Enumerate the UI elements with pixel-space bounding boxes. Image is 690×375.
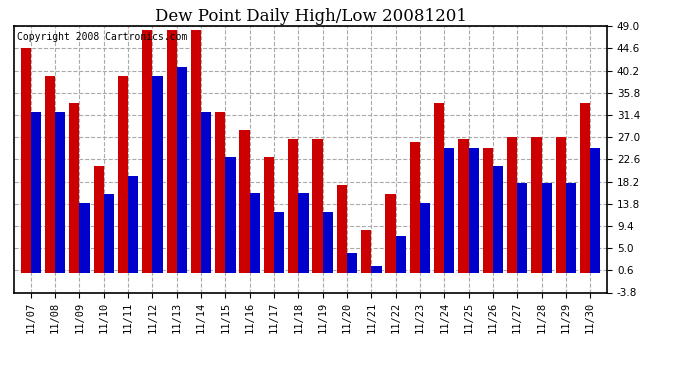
Bar bbox=[555, 137, 566, 273]
Bar bbox=[264, 158, 274, 273]
Bar bbox=[152, 76, 163, 273]
Bar bbox=[142, 30, 152, 273]
Bar bbox=[434, 103, 444, 273]
Bar bbox=[337, 184, 347, 273]
Bar bbox=[118, 76, 128, 273]
Bar bbox=[542, 183, 552, 273]
Bar bbox=[347, 253, 357, 273]
Bar bbox=[386, 194, 395, 273]
Bar bbox=[79, 203, 90, 273]
Bar bbox=[483, 148, 493, 273]
Bar bbox=[104, 194, 114, 273]
Bar bbox=[507, 137, 518, 273]
Bar bbox=[298, 193, 308, 273]
Bar bbox=[69, 103, 79, 273]
Bar bbox=[21, 48, 31, 273]
Bar bbox=[518, 183, 527, 273]
Bar bbox=[493, 166, 503, 273]
Bar bbox=[590, 148, 600, 273]
Bar bbox=[580, 103, 590, 273]
Bar bbox=[371, 266, 382, 273]
Bar bbox=[313, 139, 323, 273]
Bar bbox=[361, 230, 371, 273]
Bar bbox=[469, 148, 479, 273]
Title: Dew Point Daily High/Low 20081201: Dew Point Daily High/Low 20081201 bbox=[155, 8, 466, 25]
Bar bbox=[566, 183, 576, 273]
Bar bbox=[201, 112, 211, 273]
Bar bbox=[323, 212, 333, 273]
Text: Copyright 2008 Cartronics.com: Copyright 2008 Cartronics.com bbox=[17, 32, 187, 42]
Bar bbox=[458, 139, 469, 273]
Bar bbox=[410, 142, 420, 273]
Bar bbox=[94, 166, 104, 273]
Bar bbox=[166, 30, 177, 273]
Bar bbox=[444, 148, 455, 273]
Bar bbox=[55, 112, 66, 273]
Bar bbox=[239, 130, 250, 273]
Bar bbox=[226, 158, 235, 273]
Bar bbox=[177, 67, 187, 273]
Bar bbox=[395, 236, 406, 273]
Bar bbox=[531, 137, 542, 273]
Bar bbox=[128, 176, 138, 273]
Bar bbox=[250, 193, 260, 273]
Bar bbox=[45, 76, 55, 273]
Bar bbox=[288, 139, 298, 273]
Bar bbox=[191, 30, 201, 273]
Bar bbox=[215, 112, 226, 273]
Bar bbox=[274, 212, 284, 273]
Bar bbox=[31, 112, 41, 273]
Bar bbox=[420, 203, 430, 273]
